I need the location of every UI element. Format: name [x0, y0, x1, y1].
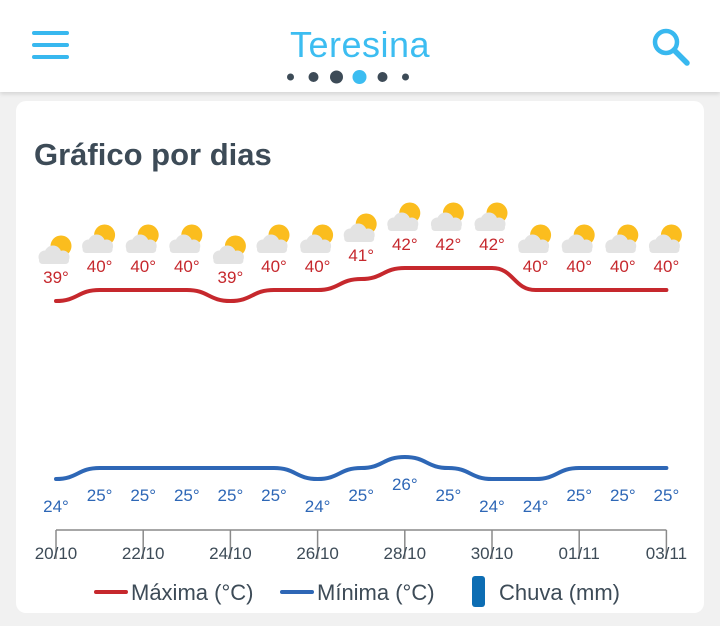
page-dot[interactable] — [352, 70, 367, 84]
x-tick-label: 03/11 — [646, 544, 687, 563]
max-temp-label: 41° — [348, 246, 374, 265]
min-temp-label: 25° — [654, 486, 680, 505]
x-tick-label: 28/10 — [384, 544, 427, 563]
page-dot[interactable] — [377, 72, 388, 82]
partly-cloudy-icon — [125, 224, 159, 253]
min-temp-label: 25° — [87, 486, 113, 505]
max-temp-label: 40° — [305, 257, 331, 276]
max-temp-line — [54, 266, 669, 304]
max-temp-label: 40° — [610, 257, 636, 276]
page-dots — [287, 70, 409, 84]
card-title: Gráfico por dias — [34, 137, 272, 172]
partly-cloudy-icon — [430, 202, 464, 231]
legend-item[interactable]: Máxima (°C) — [94, 580, 253, 605]
app-header: Teresina — [0, 0, 720, 92]
daily-chart-card: Gráfico por dias 39° 40° 40° 40° 39° 40° 40° 41… — [16, 101, 704, 613]
partly-cloudy-icon — [343, 213, 377, 242]
page-dot[interactable] — [330, 70, 343, 84]
city-title[interactable]: Teresina — [289, 24, 431, 65]
page-dot[interactable] — [287, 73, 294, 81]
max-temp-label: 40° — [654, 257, 680, 276]
partly-cloudy-icon — [300, 224, 334, 253]
search-icon[interactable] — [648, 24, 692, 68]
partly-cloudy-icon — [387, 202, 421, 231]
partly-cloudy-icon — [648, 224, 682, 253]
partly-cloudy-icon — [605, 224, 639, 253]
min-temp-label: 25° — [348, 486, 374, 505]
max-temp-label: 40° — [87, 257, 113, 276]
min-temp-line — [54, 454, 669, 482]
x-tick-label: 24/10 — [209, 544, 252, 563]
min-temp-label: 25° — [174, 486, 200, 505]
x-tick-label: 20/10 — [35, 544, 78, 563]
legend-label: Máxima (°C) — [131, 580, 253, 605]
min-temp-label: 24° — [43, 497, 69, 516]
min-temp-label: 26° — [392, 475, 418, 494]
min-temp-label: 25° — [261, 486, 287, 505]
page-dot[interactable] — [308, 72, 319, 82]
legend-item[interactable]: Mínima (°C) — [280, 580, 435, 605]
partly-cloudy-icon — [38, 235, 72, 264]
min-temp-label: 24° — [305, 497, 331, 516]
max-temp-label: 39° — [43, 268, 69, 287]
min-temp-label: 25° — [610, 486, 636, 505]
legend-swatch — [472, 576, 485, 607]
max-temp-label: 39° — [218, 268, 244, 287]
page-indicator — [0, 68, 720, 88]
x-tick-label: 22/10 — [122, 544, 165, 563]
partly-cloudy-icon — [82, 224, 116, 253]
max-temp-label: 42° — [436, 235, 462, 254]
min-temp-label: 24° — [479, 497, 505, 516]
max-temp-label: 42° — [392, 235, 418, 254]
max-temp-label: 40° — [261, 257, 287, 276]
partly-cloudy-icon — [474, 202, 508, 231]
x-tick-label: 26/10 — [296, 544, 339, 563]
min-temp-label: 25° — [130, 486, 156, 505]
min-temp-label: 25° — [218, 486, 244, 505]
legend-label: Mínima (°C) — [317, 580, 435, 605]
min-temp-label: 25° — [566, 486, 592, 505]
min-temp-label: 24° — [523, 497, 549, 516]
partly-cloudy-icon — [256, 224, 290, 253]
x-tick-label: 30/10 — [471, 544, 514, 563]
legend-item[interactable]: Chuva (mm) — [472, 576, 620, 607]
max-temp-label: 42° — [479, 235, 505, 254]
partly-cloudy-icon — [212, 235, 246, 264]
partly-cloudy-icon — [518, 224, 552, 253]
partly-cloudy-icon — [169, 224, 203, 253]
hamburger-menu-icon[interactable] — [30, 28, 70, 62]
max-temp-label: 40° — [566, 257, 592, 276]
page-dot[interactable] — [402, 73, 409, 81]
legend-label: Chuva (mm) — [499, 580, 620, 605]
daily-temperature-chart: 39° 40° 40° 40° 39° 40° 40° 41° 42° 42° 42° 40° 40° 4… — [35, 202, 687, 607]
partly-cloudy-icon — [561, 224, 595, 253]
max-temp-label: 40° — [130, 257, 156, 276]
max-temp-label: 40° — [523, 257, 549, 276]
max-temp-label: 40° — [174, 257, 200, 276]
min-temp-label: 25° — [436, 486, 462, 505]
x-tick-label: 01/11 — [559, 544, 600, 563]
